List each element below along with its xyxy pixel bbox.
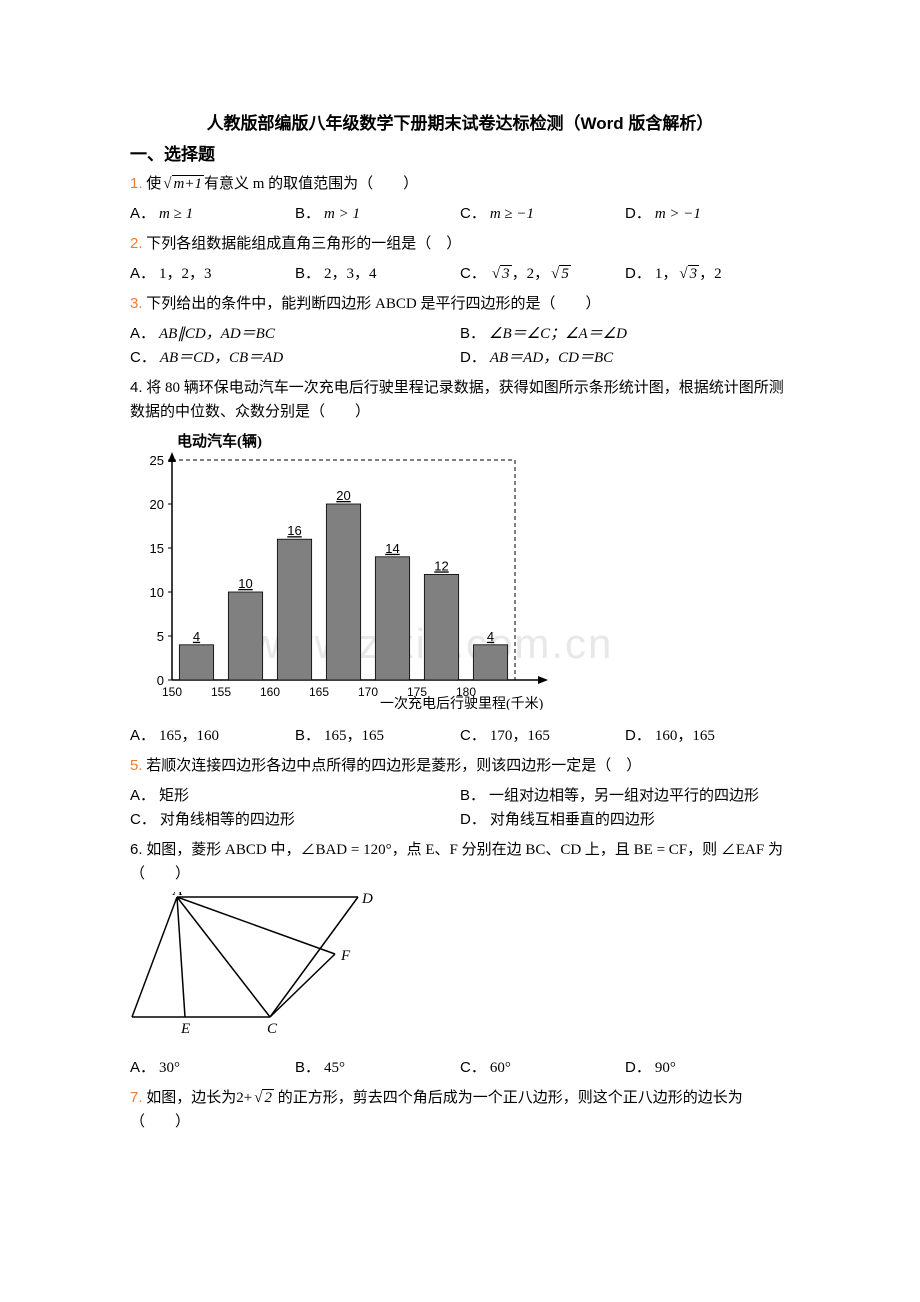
svg-text:10: 10 bbox=[238, 576, 252, 591]
q2-opt-a: A．1，2，3 bbox=[130, 262, 295, 286]
q5-options: A．矩形 B．一组对边相等，另一组对边平行的四边形 C．对角线相等的四边形 D．… bbox=[130, 784, 790, 832]
q5-text: 若顺次连接四边形各边中点所得的四边形是菱形，则该四边形一定是（ ） bbox=[143, 758, 642, 774]
q1-text2: 有意义 m 的取值范围为（ ） bbox=[204, 176, 418, 192]
svg-text:E: E bbox=[180, 1021, 190, 1037]
svg-text:25: 25 bbox=[150, 453, 164, 468]
q2-text: 下列各组数据能组成直角三角形的一组是（ ） bbox=[143, 236, 462, 252]
q7-text-pre: 如图，边长为 bbox=[143, 1090, 237, 1106]
svg-text:12: 12 bbox=[434, 559, 448, 574]
q4-bar-chart: 电动汽车(辆)051015202541501015516160201651417… bbox=[130, 430, 550, 710]
svg-text:16: 16 bbox=[287, 524, 301, 539]
sqrt-icon: 5 bbox=[549, 262, 571, 286]
q1-options: A．m ≥ 1 B．m > 1 C．m ≥ −1 D．m > −1 bbox=[130, 202, 790, 226]
svg-text:150: 150 bbox=[162, 685, 182, 699]
section-heading: 一、选择题 bbox=[130, 141, 790, 168]
q4-opt-c: C．170，165 bbox=[460, 724, 625, 748]
svg-text:10: 10 bbox=[150, 585, 164, 600]
q4-number: 4. bbox=[130, 379, 143, 396]
q6-opt-d: D．90° bbox=[625, 1056, 790, 1080]
q6-opt-a: A．30° bbox=[130, 1056, 295, 1080]
svg-text:155: 155 bbox=[211, 685, 231, 699]
svg-text:F: F bbox=[340, 948, 351, 964]
q6-opt-c: C．60° bbox=[460, 1056, 625, 1080]
q4-opt-a: A．165，160 bbox=[130, 724, 295, 748]
q3-options: A．AB∥CD，AD＝BC B．∠B＝∠C；∠A＝∠D C．AB＝CD，CB＝A… bbox=[130, 322, 790, 370]
svg-text:165: 165 bbox=[309, 685, 329, 699]
q1-opt-c: C．m ≥ −1 bbox=[460, 202, 625, 226]
svg-text:20: 20 bbox=[150, 497, 164, 512]
q6-rhombus-figure: ABCDEF bbox=[130, 892, 380, 1042]
q2-opt-d: D．1，3，2 bbox=[625, 262, 790, 286]
q4-chart-container: 电动汽车(辆)051015202541501015516160201651417… bbox=[130, 430, 790, 718]
sqrt-icon: 3 bbox=[490, 262, 512, 286]
q1-text: 使 bbox=[143, 176, 162, 192]
svg-text:C: C bbox=[267, 1021, 278, 1037]
question-5: 5. 若顺次连接四边形各边中点所得的四边形是菱形，则该四边形一定是（ ） bbox=[130, 754, 790, 778]
sqrt-icon: m+1 bbox=[161, 172, 204, 196]
question-2: 2. 下列各组数据能组成直角三角形的一组是（ ） bbox=[130, 232, 790, 256]
svg-text:电动汽车(辆): 电动汽车(辆) bbox=[177, 432, 262, 450]
sqrt-icon: 3 bbox=[677, 262, 699, 286]
question-4: 4. 将 80 辆环保电动汽车一次充电后行驶里程记录数据，获得如图所示条形统计图… bbox=[130, 376, 790, 424]
svg-text:170: 170 bbox=[358, 685, 378, 699]
q3-opt-c: C．AB＝CD，CB＝AD bbox=[130, 346, 460, 370]
q6-options: A．30° B．45° C．60° D．90° bbox=[130, 1056, 790, 1080]
q1-number: 1. bbox=[130, 175, 143, 192]
q2-number: 2. bbox=[130, 235, 143, 252]
q3-opt-d: D．AB＝AD，CD＝BC bbox=[460, 346, 790, 370]
svg-text:160: 160 bbox=[260, 685, 280, 699]
q1-opt-b: B．m > 1 bbox=[295, 202, 460, 226]
q2-options: A．1，2，3 B．2，3，4 C．3，2，5 D．1，3，2 bbox=[130, 262, 790, 286]
q4-opt-d: D．160，165 bbox=[625, 724, 790, 748]
q5-number: 5. bbox=[130, 757, 143, 774]
question-1: 1. 使m+1有意义 m 的取值范围为（ ） bbox=[130, 172, 790, 196]
q2-opt-b: B．2，3，4 bbox=[295, 262, 460, 286]
q4-text: 将 80 辆环保电动汽车一次充电后行驶里程记录数据，获得如图所示条形统计图，根据… bbox=[130, 380, 784, 420]
q3-number: 3. bbox=[130, 295, 143, 312]
q3-opt-b: B．∠B＝∠C；∠A＝∠D bbox=[460, 322, 790, 346]
q5-opt-c: C．对角线相等的四边形 bbox=[130, 808, 460, 832]
svg-text:4: 4 bbox=[193, 629, 200, 644]
svg-text:D: D bbox=[361, 892, 373, 907]
sqrt-icon: 2 bbox=[252, 1086, 274, 1110]
svg-text:14: 14 bbox=[385, 541, 399, 556]
q7-number: 7. bbox=[130, 1089, 143, 1106]
q5-opt-a: A．矩形 bbox=[130, 784, 460, 808]
question-7: 7. 如图，边长为2+2 的正方形，剪去四个角后成为一个正八边形，则这个正八边形… bbox=[130, 1086, 790, 1134]
q4-options: A．165，160 B．165，165 C．170，165 D．160，165 bbox=[130, 724, 790, 748]
svg-text:20: 20 bbox=[336, 488, 350, 503]
svg-text:A: A bbox=[172, 892, 183, 899]
q2-opt-c: C．3，2，5 bbox=[460, 262, 625, 286]
q3-text: 下列给出的条件中，能判断四边形 ABCD 是平行四边形的是（ ） bbox=[143, 296, 601, 312]
q4-opt-b: B．165，165 bbox=[295, 724, 460, 748]
q6-number: 6. bbox=[130, 841, 143, 858]
q5-opt-d: D．对角线互相垂直的四边形 bbox=[460, 808, 790, 832]
svg-text:5: 5 bbox=[157, 629, 164, 644]
q5-opt-b: B．一组对边相等，另一组对边平行的四边形 bbox=[460, 784, 790, 808]
page-title: 人教版部编版八年级数学下册期末试卷达标检测（Word 版含解析） bbox=[130, 110, 790, 137]
svg-text:4: 4 bbox=[487, 629, 494, 644]
q3-opt-a: A．AB∥CD，AD＝BC bbox=[130, 322, 460, 346]
svg-text:一次充电后行驶里程(千米): 一次充电后行驶里程(千米) bbox=[380, 696, 544, 710]
question-6: 6. 如图，菱形 ABCD 中，∠BAD = 120°，点 E、F 分别在边 B… bbox=[130, 838, 790, 886]
q6-figure-container: ABCDEF bbox=[130, 892, 790, 1050]
question-3: 3. 下列给出的条件中，能判断四边形 ABCD 是平行四边形的是（ ） bbox=[130, 292, 790, 316]
svg-text:15: 15 bbox=[150, 541, 164, 556]
q1-opt-d: D．m > −1 bbox=[625, 202, 790, 226]
q6-opt-b: B．45° bbox=[295, 1056, 460, 1080]
q6-text: 如图，菱形 ABCD 中，∠BAD = 120°，点 E、F 分别在边 BC、C… bbox=[130, 842, 783, 882]
q1-opt-a: A．m ≥ 1 bbox=[130, 202, 295, 226]
